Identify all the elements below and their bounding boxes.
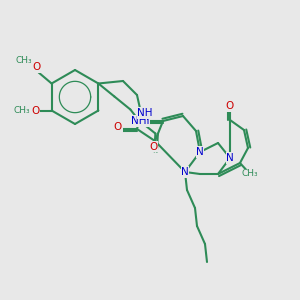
Text: CH₃: CH₃ (13, 106, 30, 115)
Text: O: O (114, 122, 122, 132)
Text: O: O (226, 101, 234, 111)
Text: CH₃: CH₃ (15, 56, 32, 65)
Text: NH: NH (134, 116, 149, 127)
Text: O: O (149, 142, 158, 152)
Text: NH: NH (131, 116, 147, 126)
Text: NH: NH (137, 108, 153, 118)
Text: O: O (32, 62, 41, 73)
Text: CH₃: CH₃ (242, 169, 258, 178)
Text: O: O (32, 106, 40, 116)
Text: N: N (181, 167, 189, 177)
Text: N: N (226, 153, 234, 163)
Text: N: N (196, 147, 204, 157)
